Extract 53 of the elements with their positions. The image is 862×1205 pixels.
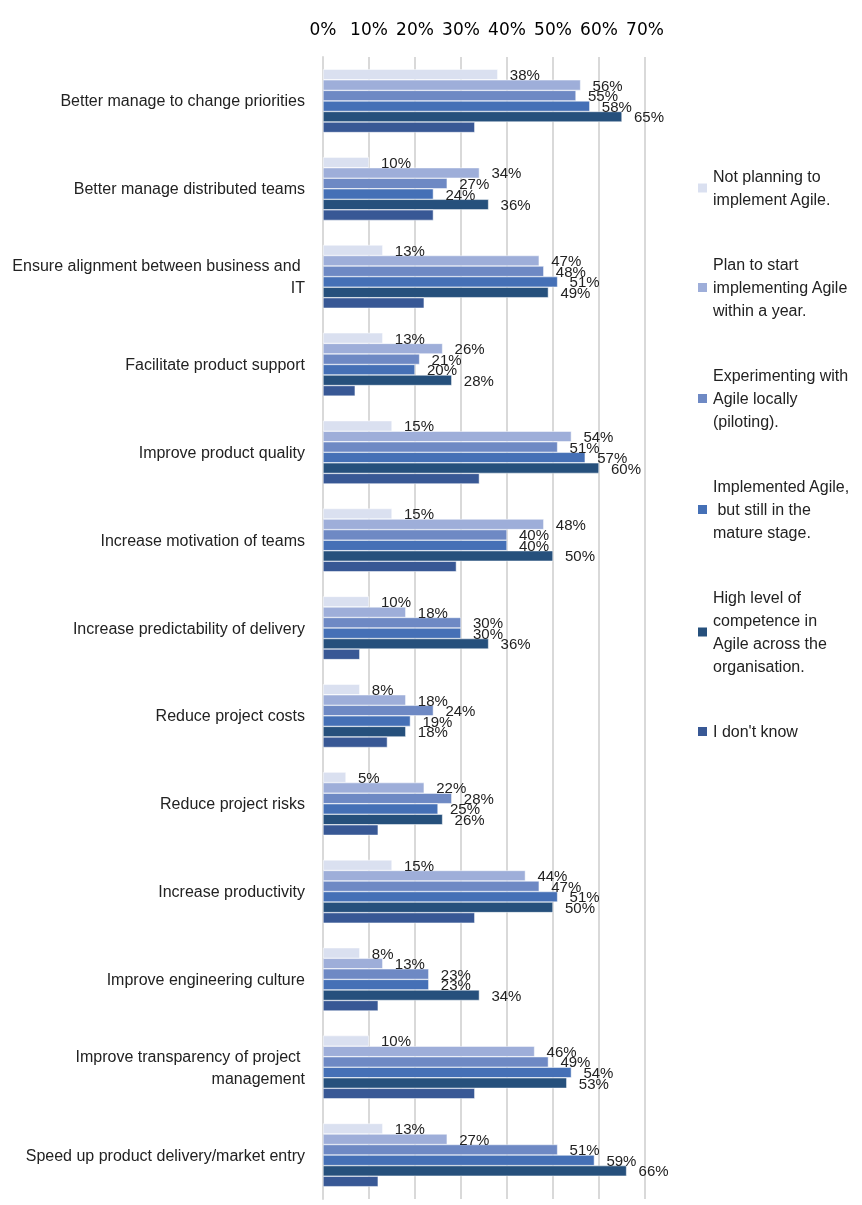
y-tick-label: Increase predictability of delivery	[72, 619, 305, 637]
y-tick-label: Increase productivity	[158, 883, 305, 901]
data-label: 36%	[500, 196, 531, 214]
data-label: 15%	[404, 417, 435, 435]
data-label: 27%	[459, 1130, 490, 1148]
y-tick-label: Reduce project costs	[155, 707, 305, 725]
x-tick-label: 20%	[396, 18, 434, 39]
data-label: 15%	[404, 856, 435, 874]
y-tick-label: Improve engineering culture	[106, 970, 306, 988]
y-tick-label: Ensure alignment between business and IT	[12, 257, 306, 297]
legend-label: I don't know	[713, 723, 799, 740]
y-tick-label: Increase motivation of teams	[100, 531, 305, 549]
data-label: 65%	[634, 108, 665, 126]
legend-label: Implemented Agile, but still in the mature stage.	[713, 478, 850, 541]
x-tick-label: 0%	[309, 18, 337, 39]
legend-label: Plan to start implementing Agile within a year.	[712, 256, 852, 319]
data-label: 13%	[394, 955, 425, 973]
x-tick-label: 30%	[442, 18, 480, 39]
y-tick-label: Better manage to change priorities	[60, 92, 305, 110]
data-label: 48%	[555, 515, 586, 533]
data-label: 15%	[404, 505, 435, 523]
y-tick-label: Better manage distributed teams	[73, 180, 305, 198]
legend-label: High level of competence in Agile across the organisation.	[713, 589, 832, 675]
data-label: 66%	[638, 1162, 669, 1180]
data-label: 8%	[371, 944, 394, 962]
y-tick-label: Facilitate product support	[125, 355, 306, 373]
data-label: 34%	[491, 986, 522, 1004]
legend-label: Not planning to implement Agile.	[713, 168, 831, 208]
data-label: 59%	[606, 1151, 637, 1169]
data-label: 51%	[569, 1141, 600, 1159]
data-label: 18%	[417, 603, 448, 621]
data-label: 13%	[394, 329, 425, 347]
y-tick-label: Improve product quality	[138, 443, 305, 461]
data-label: 8%	[371, 680, 394, 698]
x-tick-label: 60%	[580, 18, 618, 39]
data-label: 10%	[381, 593, 412, 611]
data-label: 10%	[381, 153, 412, 171]
x-tick-label: 10%	[350, 18, 388, 39]
data-label: 38%	[509, 66, 540, 84]
y-tick-label: Speed up product delivery/market entry	[25, 1146, 305, 1164]
data-label: 10%	[381, 1032, 412, 1050]
y-tick-label: Reduce project risks	[160, 795, 305, 813]
x-tick-label: 50%	[534, 18, 572, 39]
data-label: 13%	[394, 1120, 425, 1138]
legend-label: Experimenting with Agile locally (piloting).	[713, 367, 853, 430]
data-label: 5%	[358, 768, 380, 786]
data-label: 50%	[565, 547, 596, 565]
data-label: 34%	[491, 164, 522, 182]
x-tick-label: 40%	[488, 18, 526, 39]
data-label: 13%	[394, 241, 425, 259]
y-tick-label: Improve transparency of project management	[75, 1047, 306, 1087]
x-tick-label: 70%	[626, 18, 664, 39]
data-label: 28%	[463, 371, 494, 389]
